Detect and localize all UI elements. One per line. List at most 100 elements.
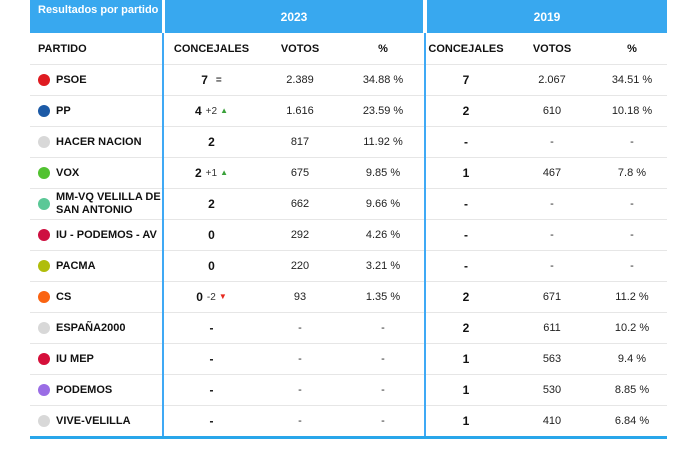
pct-2019-cell: 7.8 %: [597, 158, 667, 188]
pct-2019-value: 11.2 %: [615, 291, 649, 303]
column-header-partido: PARTIDO: [38, 42, 87, 55]
table-body: PSOE 7 = 2.389 34.88 % 7 2.067 34.51 % P…: [30, 65, 667, 436]
concejales-2023-cell: 0 -2 ▼: [164, 282, 259, 312]
concejales-2023-value: 0: [208, 259, 215, 273]
votos-2019-cell: -: [507, 251, 597, 281]
column-header-concejales-2023: CONCEJALES: [173, 42, 250, 55]
party-color-dot-icon: [38, 167, 50, 179]
table-row: VOX 2 +1 ▲ 675 9.85 % 1 467 7.8 %: [30, 158, 667, 189]
pct-2023-value: 4.26 %: [365, 229, 401, 241]
change-arrow-icon: ▲: [220, 168, 228, 177]
votos-2019-cell: 611: [507, 313, 597, 343]
concejales-2019-cell: 1: [425, 344, 507, 374]
party-color-dot-icon: [38, 136, 50, 148]
pct-2019-value: 6.84 %: [614, 415, 650, 427]
votos-2019-value: -: [550, 260, 554, 272]
party-name: HACER NACION: [56, 135, 142, 148]
votos-2023-cell: 2.389: [259, 65, 341, 95]
votos-2023-cell: -: [259, 344, 341, 374]
votos-2023-cell: 1.616: [259, 96, 341, 126]
concejales-2023-value: -: [209, 383, 214, 397]
concejales-2019-value: 2: [462, 104, 470, 118]
concejales-2023-cell: -: [164, 406, 259, 436]
votos-2023-cell: 93: [259, 282, 341, 312]
concejales-change-indicator: =: [212, 75, 222, 86]
column-header-pct-2019: %: [627, 42, 637, 55]
pct-2023-value: -: [381, 384, 385, 396]
pct-2023-value: 9.85 %: [365, 167, 401, 179]
concejales-change-indicator: -2 ▼: [207, 292, 227, 303]
votos-2023-value: -: [298, 384, 302, 396]
party-name: MM-VQ VELILLA DE SAN ANTONIO: [56, 191, 161, 216]
party-cell: PP: [30, 96, 164, 126]
party-cell: ESPAÑA2000: [30, 313, 164, 343]
party-color-dot-icon: [38, 353, 50, 365]
change-value: -2: [206, 291, 216, 303]
concejales-2019-value: -: [464, 197, 468, 211]
change-arrow-icon: ▲: [220, 106, 228, 115]
concejales-2019-cell: -: [425, 189, 507, 219]
pct-2023-cell: 34.88 %: [341, 65, 425, 95]
party-name: IU MEP: [56, 352, 94, 365]
column-header-pct-2023: %: [378, 42, 388, 55]
concejales-change-indicator: +1 ▲: [206, 168, 228, 179]
pct-2019-cell: -: [597, 251, 667, 281]
votos-2019-cell: 2.067: [507, 65, 597, 95]
pct-2023-cell: -: [341, 406, 425, 436]
party-name: PACMA: [56, 259, 96, 272]
party-name: VIVE-VELILLA: [56, 414, 131, 427]
votos-2023-cell: 662: [259, 189, 341, 219]
pct-2023-cell: 9.85 %: [341, 158, 425, 188]
table-row: PACMA 0 220 3.21 % - - -: [30, 251, 667, 282]
pct-2019-value: -: [630, 229, 634, 241]
votos-2023-value: -: [298, 415, 302, 427]
concejales-2023-value: -: [209, 414, 214, 428]
party-name: PP: [56, 104, 71, 117]
pct-2023-value: 23.59 %: [362, 105, 404, 117]
concejales-2019-value: 1: [462, 383, 470, 397]
pct-2023-value: 3.21 %: [365, 260, 401, 272]
pct-2023-value: -: [381, 353, 385, 365]
table-row: HACER NACION 2 817 11.92 % - - -: [30, 127, 667, 158]
pct-2023-value: 11.92 %: [363, 136, 403, 148]
concejales-2023-cell: 2 +1 ▲: [164, 158, 259, 188]
votos-2019-value: 610: [542, 105, 562, 117]
concejales-2019-cell: 1: [425, 158, 507, 188]
party-cell: VOX: [30, 158, 164, 188]
party-cell: PSOE: [30, 65, 164, 95]
concejales-2019-value: -: [464, 228, 468, 242]
change-value: +2: [205, 105, 218, 117]
concejales-2019-value: 2: [462, 290, 470, 304]
pct-2019-value: -: [630, 136, 634, 148]
concejales-2023-cell: 2: [164, 189, 259, 219]
party-color-dot-icon: [38, 384, 50, 396]
votos-2019-cell: 563: [507, 344, 597, 374]
votos-2019-value: 410: [542, 415, 562, 427]
concejales-2023-value: 2: [208, 135, 215, 149]
party-color-dot-icon: [38, 291, 50, 303]
votos-2019-value: 563: [542, 353, 562, 365]
votos-2019-value: -: [550, 136, 554, 148]
votos-2023-cell: -: [259, 406, 341, 436]
votos-2023-cell: 292: [259, 220, 341, 250]
votos-2019-value: 530: [542, 384, 562, 396]
pct-2023-value: -: [381, 415, 385, 427]
pct-2019-value: 7.8 %: [617, 167, 647, 179]
votos-2023-value: 93: [293, 291, 307, 303]
party-cell: MM-VQ VELILLA DE SAN ANTONIO: [30, 189, 164, 219]
concejales-2019-cell: -: [425, 251, 507, 281]
votos-2019-cell: 671: [507, 282, 597, 312]
year-header-row: Resultados por partido 2023 2019: [30, 0, 667, 33]
party-color-dot-icon: [38, 229, 50, 241]
pct-2023-value: 34.88 %: [362, 74, 404, 86]
pct-2019-cell: 9.4 %: [597, 344, 667, 374]
pct-2023-cell: -: [341, 313, 425, 343]
table-row: VIVE-VELILLA - - - 1 410 6.84 %: [30, 406, 667, 436]
concejales-change-indicator: +2 ▲: [206, 106, 228, 117]
pct-2019-cell: -: [597, 189, 667, 219]
section-divider-line: [162, 33, 164, 436]
concejales-2023-cell: 0: [164, 251, 259, 281]
concejales-2019-cell: 2: [425, 96, 507, 126]
concejales-2019-value: 1: [462, 414, 470, 428]
pct-2023-cell: 4.26 %: [341, 220, 425, 250]
